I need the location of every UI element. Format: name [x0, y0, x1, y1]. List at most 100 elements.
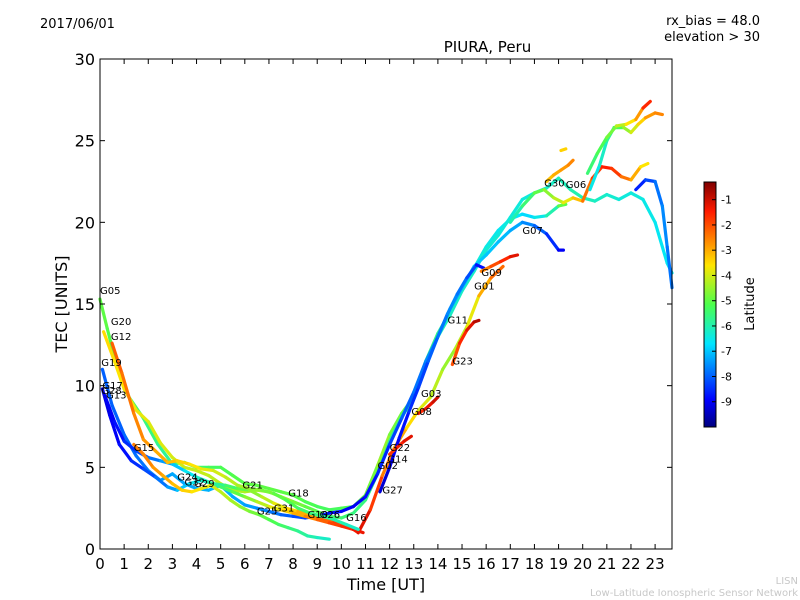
colorbar-ticks: -1 -2 -3 -4 -5 -6 -7 -8 -9 — [712, 194, 732, 409]
tec-series-16 — [544, 158, 575, 184]
tec-segment — [209, 483, 223, 494]
colorbar-tick-label: -6 — [721, 320, 732, 333]
tec-segment — [404, 408, 421, 430]
y-tick-label: 20 — [75, 213, 95, 232]
y-tick-label: 30 — [75, 50, 95, 69]
tec-segment — [429, 367, 445, 399]
tec-segment — [489, 264, 505, 280]
y-tick-label: 5 — [85, 458, 95, 477]
tec-segment — [272, 501, 288, 510]
tec-segment — [279, 490, 295, 497]
x-tick-label: 1 — [119, 555, 129, 573]
x-tick-label: 0 — [95, 555, 105, 573]
tec-segment — [416, 359, 430, 389]
satellite-label: G05 — [100, 286, 120, 297]
tec-segment — [643, 111, 657, 120]
x-axis-label: Time [UT] — [346, 575, 425, 594]
tec-segment — [223, 483, 240, 491]
tec-segment — [448, 289, 464, 318]
tec-segment — [165, 459, 179, 465]
colorbar-tick-label: -4 — [721, 269, 732, 282]
tec-series-15 — [416, 395, 440, 416]
tec-segment — [496, 215, 512, 237]
tec-segment — [102, 330, 117, 363]
tec-segment — [153, 449, 170, 465]
tec-segment — [544, 176, 561, 190]
tec-segment — [146, 420, 162, 445]
tec-segment — [207, 480, 223, 489]
y-axis-label: TEC [UNITS] — [52, 256, 71, 354]
x-tick-label: 4 — [192, 555, 202, 573]
tec-segment — [479, 264, 493, 273]
satellite-label: G21 — [242, 481, 262, 492]
tec-segment — [552, 196, 565, 205]
tec-segment — [556, 202, 568, 208]
tec-segment — [211, 469, 228, 479]
tec-segment — [187, 462, 203, 471]
tec-segment — [231, 488, 247, 494]
tec-segment — [141, 467, 158, 479]
tec-series-13 — [479, 253, 520, 273]
tec-segment — [465, 263, 479, 280]
tec-segment — [363, 472, 380, 499]
tec-segment — [286, 526, 300, 533]
satellite-label: G03 — [421, 389, 441, 400]
tec-segment — [624, 117, 638, 126]
tec-segment — [291, 514, 307, 520]
tec-segment — [158, 441, 175, 460]
x-tick-label: 19 — [549, 555, 568, 573]
x-tick-label: 22 — [621, 555, 640, 573]
x-tick-label: 8 — [288, 555, 298, 573]
tec-segment — [260, 495, 276, 505]
tec-segment — [243, 503, 259, 510]
tec-segment — [375, 442, 392, 476]
colorbar-tick-label: -7 — [721, 345, 732, 358]
tec-segment — [455, 276, 469, 296]
colorbar-tick-label: -9 — [721, 396, 732, 409]
tec-segment — [397, 410, 411, 440]
y-axis: 0 5 10 15 20 25 30 — [75, 50, 672, 559]
tec-segment — [332, 517, 348, 527]
tec-segment — [431, 395, 440, 404]
tec-segment — [194, 475, 211, 484]
tec-segment — [600, 165, 614, 171]
tec-segment — [194, 469, 211, 478]
tec-segment — [134, 408, 150, 424]
x-tick-label: 2 — [143, 555, 153, 573]
tec-segment — [566, 158, 575, 167]
tec-segment — [315, 504, 331, 512]
tec-segment — [327, 521, 343, 528]
tec-segment — [629, 191, 645, 202]
tec-segment — [351, 498, 368, 515]
tec-segment — [665, 245, 674, 290]
tec-segment — [291, 493, 307, 504]
colorbar-label: Latitude — [743, 277, 758, 331]
tec-segment — [499, 255, 512, 264]
tec-segment — [520, 191, 537, 208]
colorbar-tick-label: -3 — [721, 244, 732, 257]
footer-network-short: LISN — [775, 576, 798, 587]
x-tick-label: 13 — [404, 555, 423, 573]
tec-segment — [320, 514, 336, 522]
satellite-label: G15 — [134, 443, 154, 454]
tec-segment — [643, 178, 657, 184]
tec-segment — [368, 473, 384, 512]
tec-segment — [508, 204, 524, 224]
tec-segment — [199, 483, 213, 491]
tec-segment — [100, 367, 114, 407]
tec-segment — [255, 483, 271, 491]
tec-segment — [279, 513, 295, 518]
tec-series-12 — [450, 318, 481, 367]
tec-segment — [407, 385, 421, 414]
tec-segment — [132, 442, 146, 456]
tec-segment — [231, 490, 247, 499]
tec-segment — [412, 359, 428, 394]
tec-segment — [629, 165, 643, 182]
tec-segment — [532, 188, 546, 195]
tec-segment — [308, 511, 324, 518]
satellite-label: G17 — [102, 381, 122, 392]
tec-series-9 — [588, 111, 664, 192]
tec-segment — [238, 504, 252, 514]
colorbar-tick-label: -1 — [721, 194, 732, 207]
x-tick-label: 21 — [597, 555, 616, 573]
